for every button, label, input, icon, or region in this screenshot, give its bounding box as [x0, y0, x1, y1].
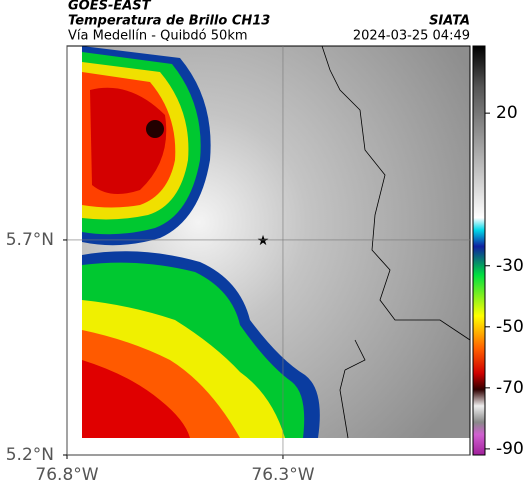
colorbar-tick-label: 20 — [496, 103, 518, 123]
satellite-image: ★ — [66, 45, 471, 456]
colorbar — [472, 45, 486, 456]
location: Vía Medellín - Quibdó 50km — [68, 29, 248, 44]
colorbar-tick-label: -30 — [496, 256, 524, 276]
y-tick-label: 5.7°N — [6, 230, 54, 250]
y-tick-label: 5.2°N — [6, 445, 54, 465]
subtitle: Temperatura de Brillo CH13 — [68, 14, 270, 29]
x-tick-label: 76.8°W — [35, 465, 98, 485]
colorbar-tick-label: -50 — [496, 317, 524, 337]
x-tick-label: 76.3°W — [251, 465, 314, 485]
timestamp: 2024-03-25 04:49 — [353, 29, 470, 44]
colorbar-tick-label: -90 — [496, 439, 524, 459]
svg-text:★: ★ — [257, 233, 270, 249]
title: GOES-EAST — [68, 0, 152, 14]
source: SIATA — [429, 14, 470, 29]
colorbar-tick-label: -70 — [496, 378, 524, 398]
